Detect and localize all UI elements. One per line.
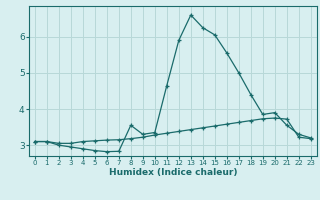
X-axis label: Humidex (Indice chaleur): Humidex (Indice chaleur) — [108, 168, 237, 177]
